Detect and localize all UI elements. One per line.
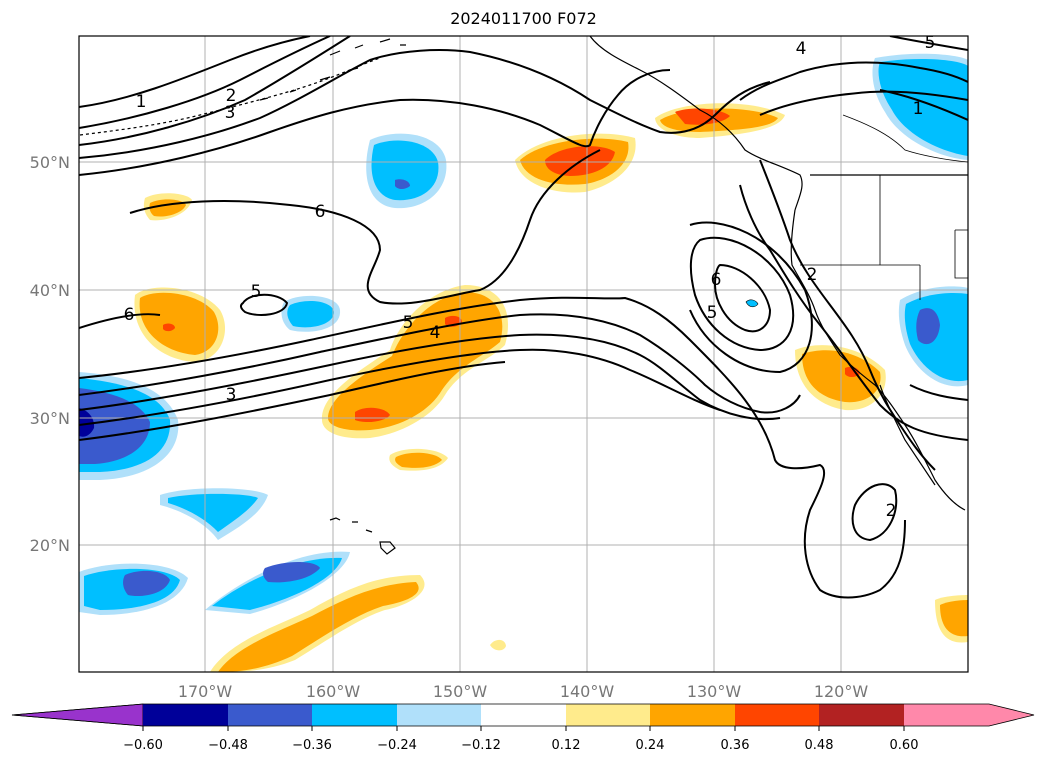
contour-label: 3 bbox=[225, 103, 236, 123]
contour-label: 4 bbox=[796, 39, 807, 59]
contour-label-layer: 1 2 3 6 5 6 3 5 4 6 5 2 4 5 1 2 bbox=[124, 33, 936, 521]
colorbar-bin bbox=[819, 704, 904, 726]
colorbar-bin bbox=[228, 704, 312, 726]
colorbar-tick-label: 0.12 bbox=[552, 738, 581, 753]
colorbar-tick-marks bbox=[142, 726, 905, 731]
colorbar-tick-label: −0.24 bbox=[377, 738, 417, 753]
contour-4-north bbox=[759, 90, 968, 116]
colorbar-bin bbox=[735, 704, 819, 726]
contour-band-5 bbox=[79, 361, 506, 441]
colorbar-tick-label: −0.48 bbox=[208, 738, 248, 753]
baja bbox=[879, 384, 936, 486]
lat-label: 20°N bbox=[30, 536, 70, 555]
contour-low-ring-2 bbox=[689, 236, 795, 352]
contour-label: 2 bbox=[807, 265, 818, 285]
colorbar: −0.60 −0.48 −0.36 −0.24 −0.12 0.12 0.24 … bbox=[11, 703, 1035, 753]
lat-label: 50°N bbox=[30, 153, 70, 172]
contour-5-loop bbox=[239, 293, 289, 316]
west-coast bbox=[790, 209, 966, 511]
contour-nw-4 bbox=[79, 49, 771, 159]
lon-label: 120°W bbox=[814, 682, 869, 701]
map-frame bbox=[78, 35, 969, 673]
latitude-labels: 50°N 40°N 30°N 20°N bbox=[30, 153, 70, 555]
colorbar-bin bbox=[397, 704, 481, 726]
lat-label: 30°N bbox=[30, 409, 70, 428]
contour-band-1 bbox=[79, 296, 906, 599]
contour-band-4 bbox=[79, 348, 721, 426]
contour-band-3 bbox=[79, 333, 781, 421]
contour-east-edge bbox=[909, 384, 968, 401]
contour-5-ne bbox=[889, 36, 968, 51]
colorbar-tick-label: −0.60 bbox=[123, 738, 163, 753]
contour-2-nw bbox=[79, 36, 331, 129]
colorbar-bin bbox=[481, 704, 566, 726]
colorbar-bin bbox=[143, 704, 228, 726]
colorbar-tick-label: −0.12 bbox=[461, 738, 501, 753]
lon-label: 160°W bbox=[306, 682, 361, 701]
colorbar-tick-label: 0.24 bbox=[636, 738, 665, 753]
lat-label: 40°N bbox=[30, 281, 70, 300]
colorbar-under-triangle bbox=[11, 703, 144, 727]
contour-label: 5 bbox=[707, 303, 718, 323]
contour-low-center bbox=[713, 263, 772, 333]
lon-label: 150°W bbox=[433, 682, 488, 701]
contour-label: 6 bbox=[315, 202, 326, 222]
contour-label: 1 bbox=[136, 92, 147, 112]
hawaii bbox=[329, 517, 396, 555]
colorbar-tick-label: 0.48 bbox=[805, 738, 834, 753]
contour-label: 6 bbox=[124, 305, 135, 325]
contour-label: 5 bbox=[925, 33, 936, 53]
map-title: 2024011700 F072 bbox=[450, 9, 597, 28]
contour-label: 2 bbox=[886, 501, 897, 521]
contour-trough bbox=[739, 61, 968, 101]
contour-band-2 bbox=[79, 313, 801, 414]
contour-label: 3 bbox=[226, 385, 237, 405]
contour-2-south-loop bbox=[851, 483, 898, 542]
contour-2-sw-coast bbox=[759, 159, 936, 471]
contour-label: 4 bbox=[430, 323, 441, 343]
colorbar-tick-label: 0.60 bbox=[890, 738, 919, 753]
contour-label: 1 bbox=[913, 99, 924, 119]
colorbar-tick-label: −0.36 bbox=[292, 738, 332, 753]
state-borders bbox=[800, 175, 968, 300]
contour-label: 5 bbox=[251, 282, 262, 302]
lon-label: 130°W bbox=[687, 682, 742, 701]
contour-6-ridge bbox=[129, 149, 601, 305]
contour-3-nw bbox=[79, 36, 351, 146]
contour-6-west bbox=[79, 313, 161, 329]
contour-nw-5 bbox=[79, 69, 671, 176]
lon-label: 140°W bbox=[560, 682, 615, 701]
colorbar-tick-label: 0.36 bbox=[721, 738, 750, 753]
contour-label: 2 bbox=[226, 86, 237, 106]
coastlines bbox=[79, 36, 968, 555]
shaded-anomaly-layer bbox=[79, 53, 968, 672]
colorbar-bin bbox=[312, 704, 397, 726]
lon-label: 170°W bbox=[178, 682, 233, 701]
contour-lines bbox=[79, 36, 968, 599]
canada-internal bbox=[842, 114, 968, 163]
contour-trough-south bbox=[739, 184, 968, 441]
longitude-labels: 170°W 160°W 150°W 140°W 130°W 120°W bbox=[178, 682, 869, 701]
contour-label: 5 bbox=[403, 313, 414, 333]
colorbar-bin bbox=[566, 704, 650, 726]
alaska-coast bbox=[589, 36, 803, 211]
colorbar-bin bbox=[650, 704, 735, 726]
contour-low-ring-3 bbox=[689, 221, 813, 374]
contour-1-ne bbox=[879, 89, 968, 121]
colorbar-over-segment bbox=[904, 704, 1034, 726]
pos-area-tiny bbox=[490, 639, 506, 651]
contour-1-nw bbox=[79, 36, 311, 108]
contour-label: 6 bbox=[711, 270, 722, 290]
